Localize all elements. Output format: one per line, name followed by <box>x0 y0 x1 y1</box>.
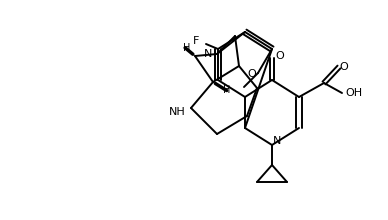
Text: O: O <box>248 69 256 79</box>
Text: OH: OH <box>345 88 362 98</box>
Text: O: O <box>275 51 284 61</box>
Text: NH: NH <box>169 107 186 117</box>
Text: F: F <box>193 36 199 46</box>
Text: H: H <box>183 43 191 53</box>
Text: N: N <box>273 136 281 146</box>
Text: O: O <box>340 62 348 72</box>
Text: H: H <box>223 85 231 95</box>
Text: N: N <box>204 49 212 59</box>
